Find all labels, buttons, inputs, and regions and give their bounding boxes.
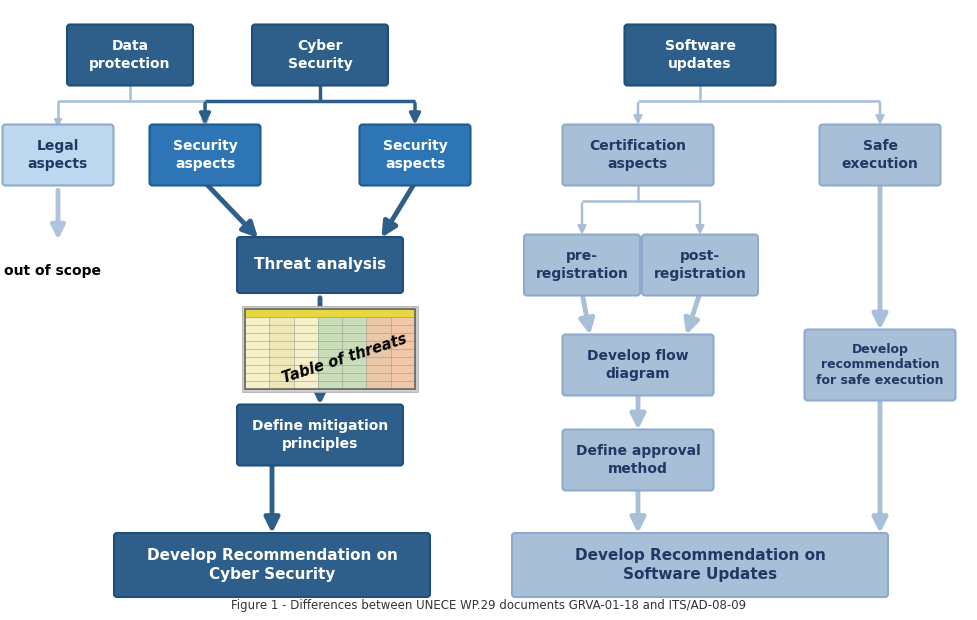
FancyBboxPatch shape: [237, 404, 403, 466]
FancyBboxPatch shape: [342, 309, 366, 389]
FancyBboxPatch shape: [563, 125, 713, 185]
Text: Table of threats: Table of threats: [280, 332, 409, 386]
FancyBboxPatch shape: [804, 329, 956, 401]
FancyBboxPatch shape: [512, 533, 888, 597]
Text: Develop
recommendation
for safe execution: Develop recommendation for safe executio…: [816, 342, 944, 388]
Text: Figure 1 - Differences between UNECE WP.29 documents GRVA-01-18 and ITS/AD-08-09: Figure 1 - Differences between UNECE WP.…: [231, 599, 746, 612]
FancyBboxPatch shape: [245, 309, 415, 317]
FancyBboxPatch shape: [563, 335, 713, 396]
FancyBboxPatch shape: [252, 25, 388, 86]
Text: Certification
aspects: Certification aspects: [589, 140, 687, 170]
Text: pre-
registration: pre- registration: [535, 249, 628, 281]
FancyBboxPatch shape: [366, 309, 391, 389]
FancyBboxPatch shape: [563, 430, 713, 490]
FancyBboxPatch shape: [820, 125, 941, 185]
FancyBboxPatch shape: [624, 25, 776, 86]
FancyBboxPatch shape: [237, 237, 403, 293]
Text: Develop Recommendation on
Cyber Security: Develop Recommendation on Cyber Security: [147, 548, 398, 582]
FancyBboxPatch shape: [360, 125, 471, 185]
FancyBboxPatch shape: [391, 309, 415, 389]
FancyBboxPatch shape: [149, 125, 261, 185]
Text: Develop Recommendation on
Software Updates: Develop Recommendation on Software Updat…: [574, 548, 826, 582]
FancyBboxPatch shape: [242, 306, 418, 392]
FancyBboxPatch shape: [3, 125, 113, 185]
Text: Security
aspects: Security aspects: [383, 140, 447, 170]
Text: out of scope: out of scope: [5, 265, 102, 278]
Text: post-
registration: post- registration: [654, 249, 746, 281]
Text: Define mitigation
principles: Define mitigation principles: [252, 419, 388, 451]
Text: Legal
aspects: Legal aspects: [28, 140, 88, 170]
FancyBboxPatch shape: [524, 234, 640, 296]
FancyBboxPatch shape: [245, 309, 270, 389]
Text: Safe
execution: Safe execution: [841, 140, 918, 170]
Text: Security
aspects: Security aspects: [173, 140, 237, 170]
FancyBboxPatch shape: [318, 309, 342, 389]
Text: Develop flow
diagram: Develop flow diagram: [587, 349, 689, 381]
FancyBboxPatch shape: [114, 533, 430, 597]
Text: Cyber
Security: Cyber Security: [287, 39, 353, 71]
FancyBboxPatch shape: [67, 25, 193, 86]
Text: Define approval
method: Define approval method: [575, 445, 701, 476]
Text: Software
updates: Software updates: [664, 39, 736, 71]
Text: Threat analysis: Threat analysis: [254, 257, 386, 273]
FancyBboxPatch shape: [270, 309, 293, 389]
FancyBboxPatch shape: [642, 234, 758, 296]
FancyBboxPatch shape: [293, 309, 318, 389]
Text: Data
protection: Data protection: [89, 39, 171, 71]
